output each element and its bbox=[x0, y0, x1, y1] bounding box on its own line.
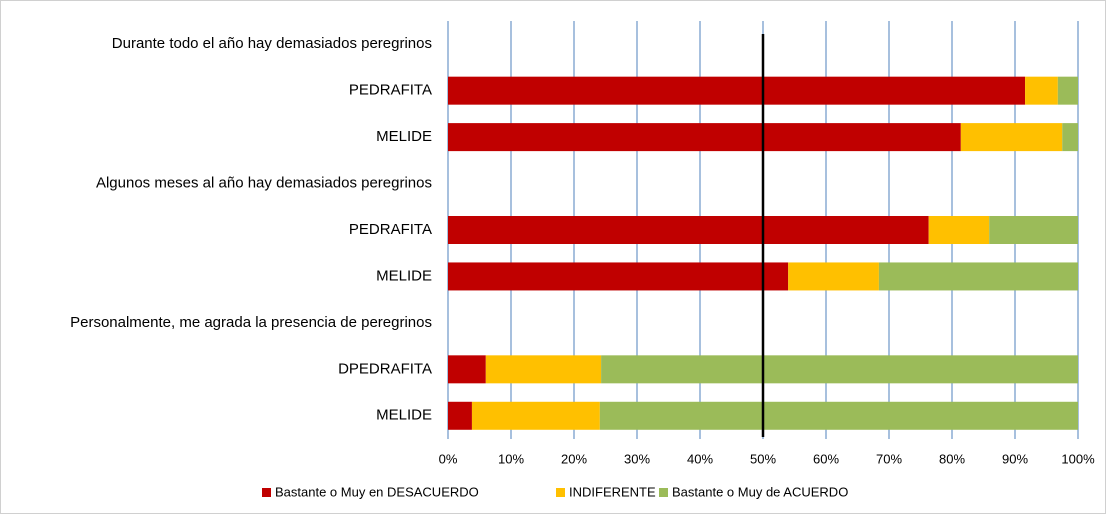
legend-swatch bbox=[556, 488, 565, 497]
x-tick-label: 20% bbox=[561, 451, 587, 466]
bar bbox=[1025, 76, 1058, 105]
legend-label: Bastante o Muy de ACUERDO bbox=[672, 484, 848, 499]
legend-label: Bastante o Muy en DESACUERDO bbox=[275, 484, 479, 499]
x-tick-label: 70% bbox=[876, 451, 902, 466]
x-tick-label: 90% bbox=[1002, 451, 1028, 466]
x-tick-label: 60% bbox=[813, 451, 839, 466]
x-tick-label: 30% bbox=[624, 451, 650, 466]
y-tick-label: MELIDE bbox=[376, 128, 432, 145]
y-tick-label: PEDRAFITA bbox=[349, 221, 432, 238]
bar bbox=[928, 216, 990, 244]
bar bbox=[448, 262, 789, 291]
bar bbox=[878, 262, 1078, 291]
x-tick-label: 0% bbox=[439, 451, 458, 466]
bar bbox=[788, 262, 879, 291]
y-tick-label: MELIDE bbox=[376, 267, 432, 284]
bar bbox=[448, 401, 472, 430]
bar bbox=[448, 123, 961, 152]
x-tick-label: 50% bbox=[750, 451, 776, 466]
bar bbox=[448, 76, 1026, 105]
y-tick-label: Durante todo el año hay demasiados pereg… bbox=[112, 35, 432, 52]
x-tick-label: 100% bbox=[1061, 451, 1095, 466]
legend-swatch bbox=[262, 488, 271, 497]
bar bbox=[989, 216, 1078, 244]
y-tick-label: DPEDRAFITA bbox=[338, 360, 432, 377]
y-tick-label: Personalmente, me agrada la presencia de… bbox=[70, 314, 432, 331]
x-tick-label: 80% bbox=[939, 451, 965, 466]
bar bbox=[448, 355, 486, 384]
bar bbox=[471, 401, 600, 430]
legend-swatch bbox=[659, 488, 668, 497]
bar bbox=[448, 216, 929, 244]
y-tick-label: Algunos meses al año hay demasiados pere… bbox=[96, 175, 432, 192]
y-tick-label: MELIDE bbox=[376, 407, 432, 424]
x-tick-label: 10% bbox=[498, 451, 524, 466]
bar bbox=[1062, 123, 1078, 152]
x-tick-label: 40% bbox=[687, 451, 713, 466]
legend-label: INDIFERENTE bbox=[569, 484, 656, 499]
bar bbox=[485, 355, 602, 384]
bar bbox=[601, 355, 1078, 384]
bar bbox=[599, 401, 1078, 430]
y-tick-label: PEDRAFITA bbox=[349, 82, 432, 99]
bar bbox=[960, 123, 1063, 152]
bar bbox=[1057, 76, 1078, 105]
